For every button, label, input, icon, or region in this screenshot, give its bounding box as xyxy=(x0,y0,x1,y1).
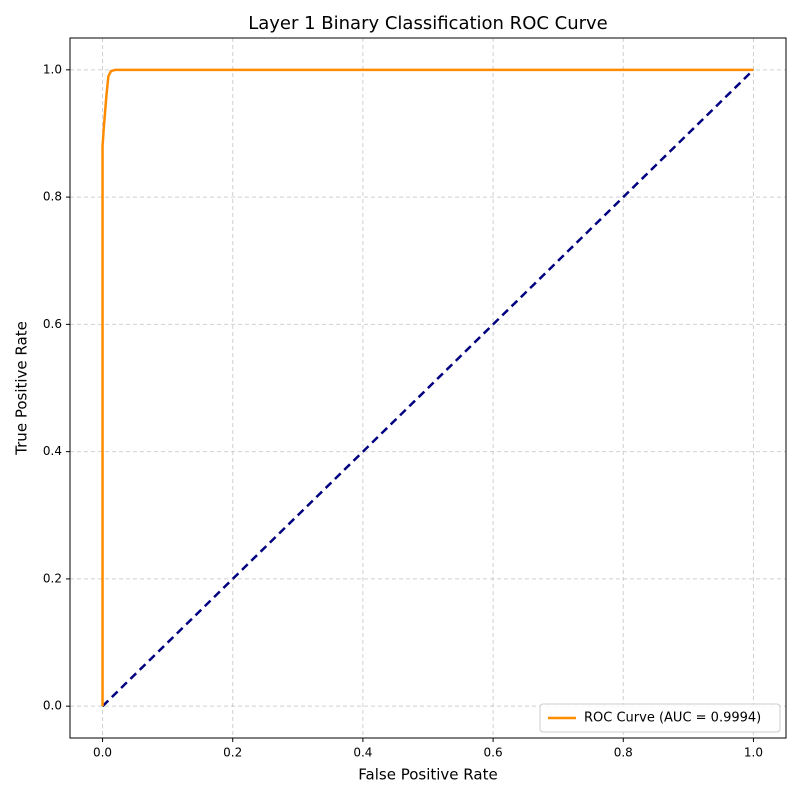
y-tick-label: 1.0 xyxy=(43,62,62,76)
y-tick-label: 0.6 xyxy=(43,317,62,331)
y-tick-label: 0.0 xyxy=(43,699,62,713)
roc-line xyxy=(101,68,755,708)
x-axis-label: False Positive Rate xyxy=(358,766,497,784)
x-tick-label: 0.2 xyxy=(223,746,242,760)
x-tick-label: 0.4 xyxy=(353,746,372,760)
x-tick-label: 0.0 xyxy=(93,746,112,760)
legend-box xyxy=(539,703,781,733)
plot-frame xyxy=(69,37,787,739)
roc-line xyxy=(101,68,754,707)
legend-label: ROC Curve (AUC = 0.9994) xyxy=(584,711,761,726)
y-tick-label: 0.4 xyxy=(43,444,62,458)
x-tick-label: 0.6 xyxy=(484,746,503,760)
y-tick-label: 0.2 xyxy=(43,571,62,585)
y-axis-label: True Positive Rate xyxy=(13,321,31,456)
legend: ROC Curve (AUC = 0.9994) xyxy=(539,703,781,733)
chart-title: Layer 1 Binary Classification ROC Curve xyxy=(248,13,608,34)
x-tick-label: 0.8 xyxy=(614,746,633,760)
y-tick-label: 0.8 xyxy=(43,190,62,204)
x-tick-label: 1.0 xyxy=(744,746,763,760)
